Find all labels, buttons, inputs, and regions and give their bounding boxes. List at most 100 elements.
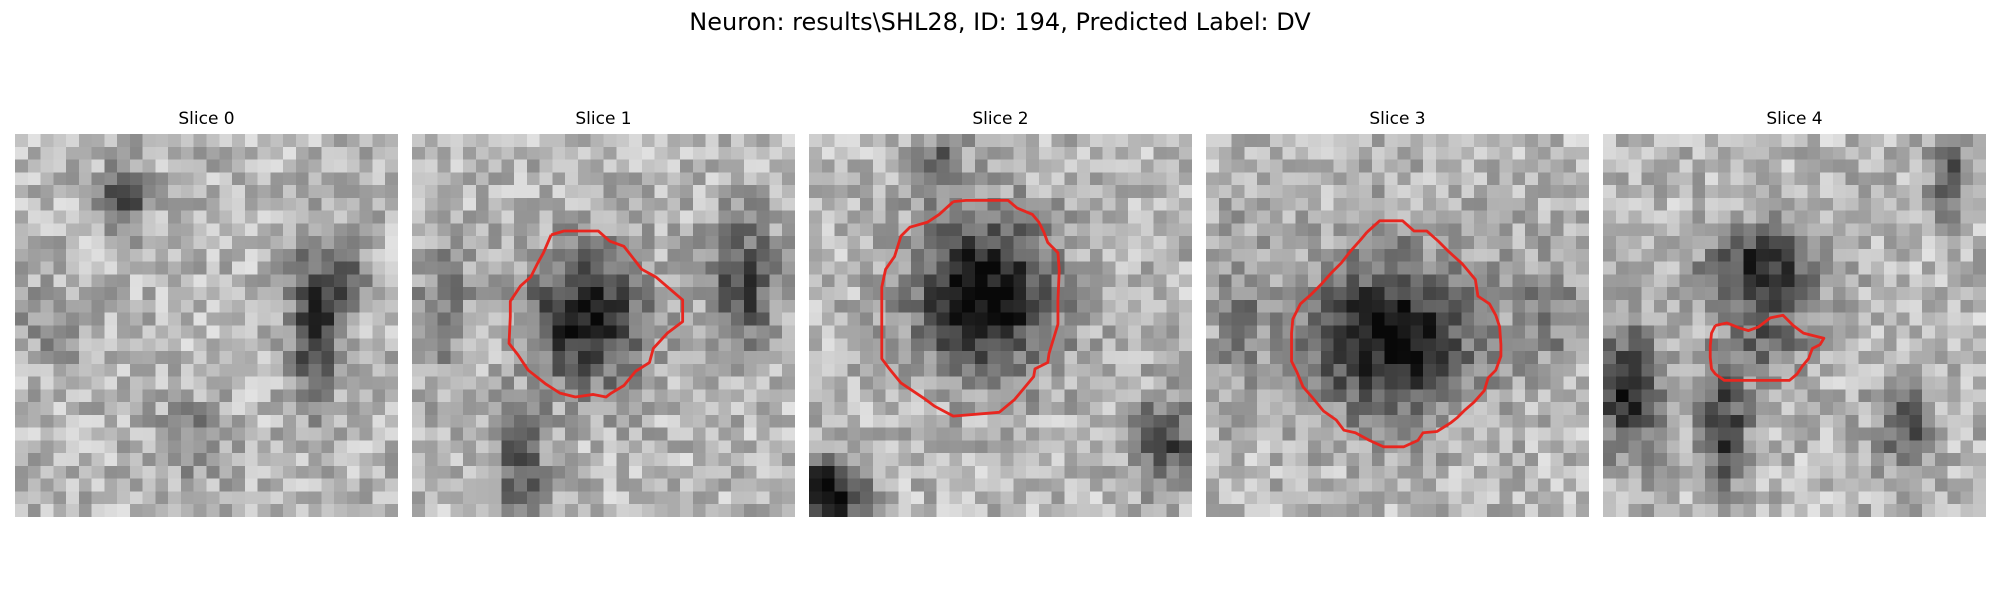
image-pixel [1947, 312, 1961, 326]
image-pixel [1730, 491, 1744, 505]
image-pixel [1077, 504, 1091, 517]
image-pixel [718, 146, 732, 160]
image-pixel [949, 325, 963, 339]
image-pixel [1820, 261, 1834, 275]
image-pixel [334, 414, 348, 429]
image-pixel [1615, 414, 1629, 429]
image-pixel [385, 299, 398, 314]
image-pixel [539, 287, 553, 301]
image-pixel [847, 312, 861, 326]
image-pixel [91, 491, 105, 505]
image-pixel [1218, 210, 1232, 224]
image-pixel [1537, 299, 1552, 314]
image-pixel [962, 210, 976, 224]
image-pixel [616, 172, 630, 186]
image-pixel [424, 185, 438, 199]
image-pixel [1282, 248, 1296, 263]
image-pixel [1308, 440, 1322, 454]
image-pixel [872, 389, 886, 403]
image-pixel [15, 146, 29, 160]
image-pixel [1883, 504, 1898, 517]
image-pixel [1807, 287, 1821, 301]
image-pixel [809, 491, 823, 505]
image-pixel [321, 261, 335, 275]
image-pixel [1550, 299, 1564, 314]
image-pixel [1269, 389, 1283, 403]
image-pixel [1206, 351, 1220, 365]
image-pixel [743, 376, 758, 390]
image-pixel [334, 146, 348, 160]
image-pixel [949, 236, 963, 250]
image-pixel [463, 197, 477, 211]
image-pixel [1333, 504, 1347, 517]
image-pixel [1654, 376, 1668, 390]
image-pixel [769, 248, 783, 263]
image-pixel [424, 312, 438, 326]
image-pixel [1807, 210, 1821, 224]
image-pixel [1244, 261, 1258, 275]
image-pixel [847, 134, 861, 148]
image-pixel [1730, 210, 1744, 224]
image-pixel [847, 414, 861, 429]
image-pixel [1743, 363, 1757, 377]
image-pixel [437, 351, 451, 365]
image-pixel [412, 197, 426, 211]
image-pixel [1654, 325, 1668, 339]
image-pixel [1064, 248, 1078, 263]
image-pixel [731, 440, 745, 454]
image-pixel [1153, 376, 1167, 390]
image-pixel [424, 236, 438, 250]
image-pixel [295, 287, 310, 301]
image-pixel [974, 261, 989, 275]
image-pixel [1858, 504, 1872, 517]
image-pixel [1641, 325, 1655, 339]
image-pixel [654, 465, 668, 480]
image-pixel [847, 351, 861, 365]
image-pixel [911, 210, 925, 224]
image-pixel [1871, 376, 1885, 390]
image-pixel [488, 389, 502, 403]
image-pixel [1781, 478, 1795, 492]
image-pixel [1218, 338, 1232, 352]
image-pixel [334, 440, 348, 454]
image-pixel [1448, 325, 1462, 339]
image-pixel [1206, 146, 1220, 160]
image-pixel [1832, 389, 1846, 403]
image-pixel [193, 172, 207, 186]
image-pixel [1973, 172, 1986, 186]
image-pixel [1845, 197, 1859, 211]
image-pixel [1089, 402, 1104, 416]
image-pixel [1768, 402, 1783, 416]
image-pixel [475, 134, 489, 148]
image-pixel [974, 274, 989, 288]
image-pixel [168, 453, 182, 467]
image-pixel [244, 223, 258, 237]
image-pixel [1346, 453, 1360, 467]
image-pixel [1474, 440, 1488, 454]
image-pixel [552, 159, 566, 173]
image-pixel [1013, 248, 1027, 263]
image-pixel [1308, 504, 1322, 517]
image-pixel [962, 172, 976, 186]
image-pixel [1628, 134, 1642, 148]
image-pixel [1089, 325, 1104, 339]
image-pixel [40, 223, 54, 237]
image-pixel [1654, 159, 1668, 173]
image-pixel [526, 287, 541, 301]
image-pixel [987, 261, 1001, 275]
image-pixel [667, 197, 681, 211]
image-pixel [1845, 389, 1859, 403]
image-pixel [1679, 453, 1693, 467]
image-pixel [949, 504, 963, 517]
image-pixel [437, 478, 451, 492]
image-pixel [590, 478, 604, 492]
image-pixel [501, 185, 515, 199]
image-pixel [283, 185, 297, 199]
image-pixel [1153, 351, 1167, 365]
image-pixel [1960, 210, 1974, 224]
image-pixel [463, 465, 477, 480]
image-pixel [705, 248, 719, 263]
image-pixel [552, 351, 566, 365]
image-pixel [1960, 197, 1974, 211]
image-pixel [1679, 248, 1693, 263]
